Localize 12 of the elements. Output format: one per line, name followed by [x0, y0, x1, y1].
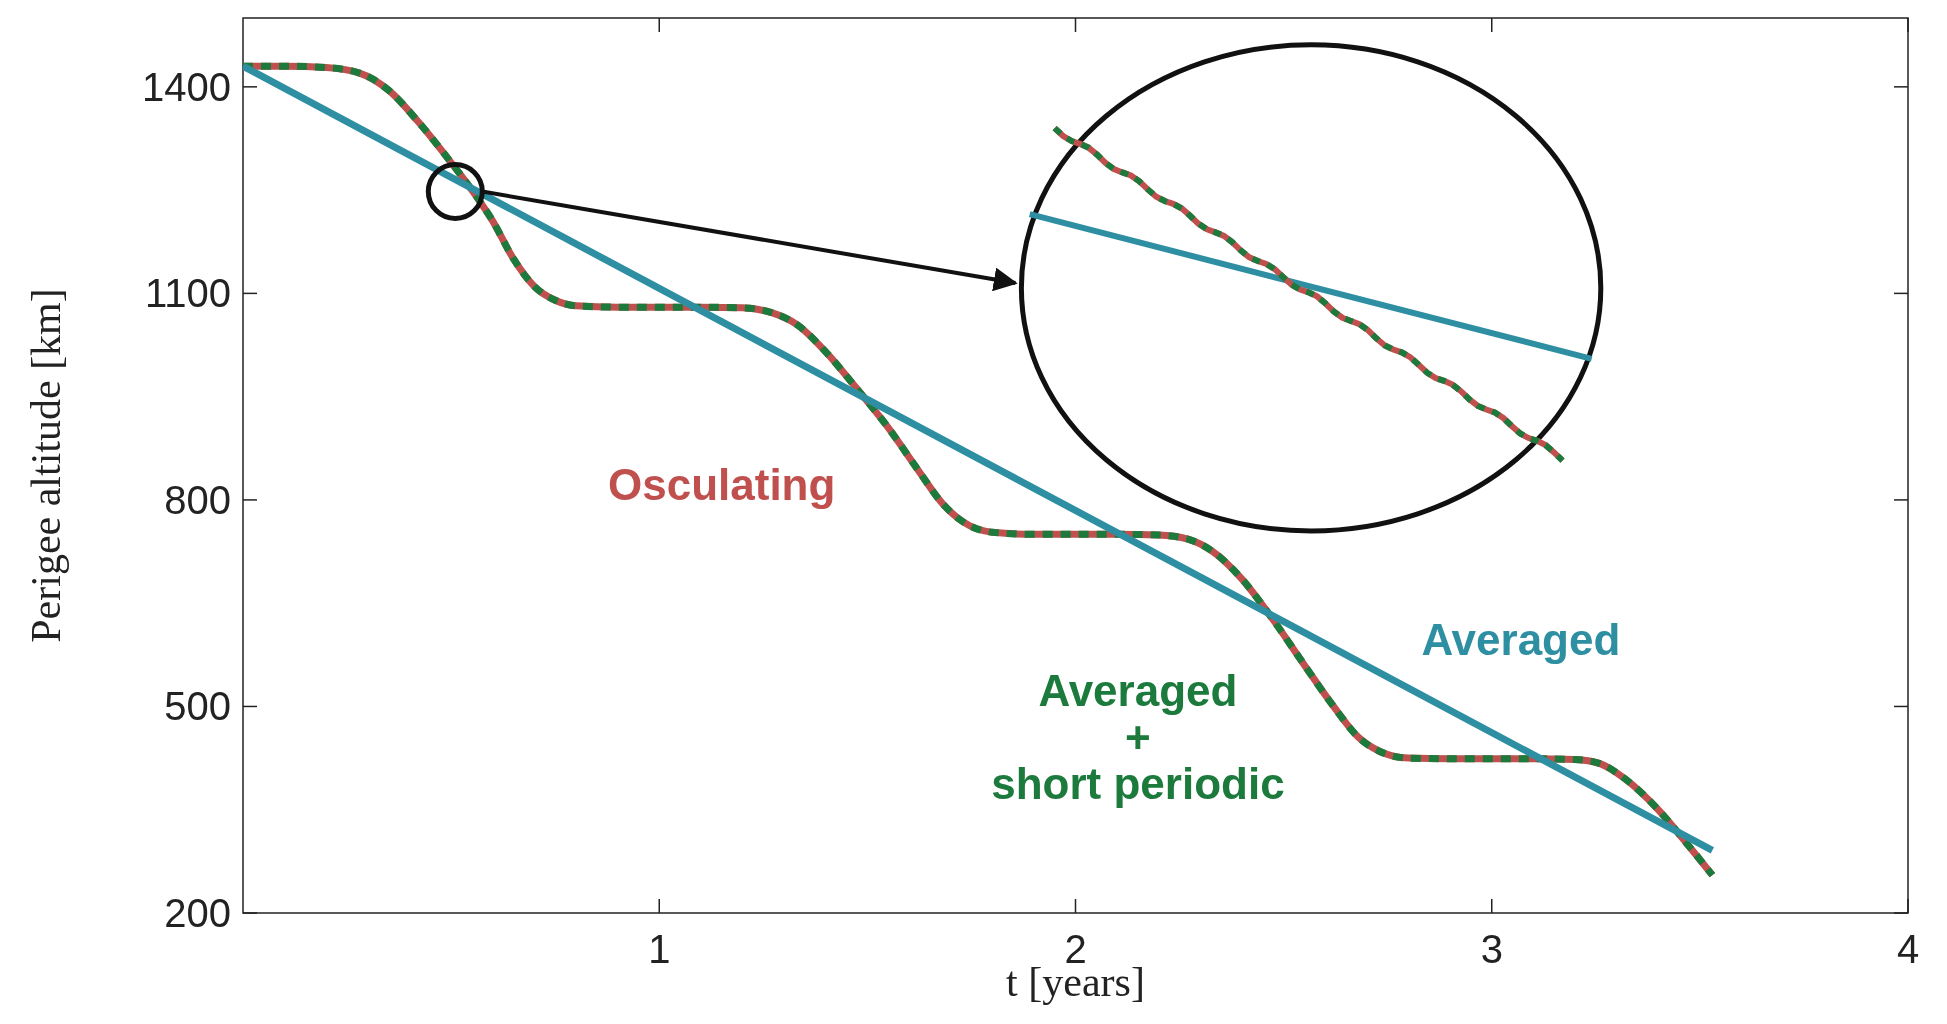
series-label: Osculating [608, 459, 836, 509]
series-label: Averaged [1421, 614, 1621, 664]
y-tick-label: 800 [164, 477, 231, 522]
x-tick-label: 4 [1896, 927, 1920, 971]
series-label: Averaged + short periodic [991, 666, 1285, 808]
x-tick-label: 3 [1480, 927, 1503, 971]
y-axis-title: Perigee altitude [km] [23, 288, 69, 643]
y-tick-label: 1400 [142, 64, 231, 109]
x-tick-label: 1 [648, 927, 671, 971]
y-tick-label: 500 [164, 684, 231, 729]
y-tick-label: 1100 [144, 271, 231, 316]
y-tick-label: 200 [164, 891, 231, 935]
